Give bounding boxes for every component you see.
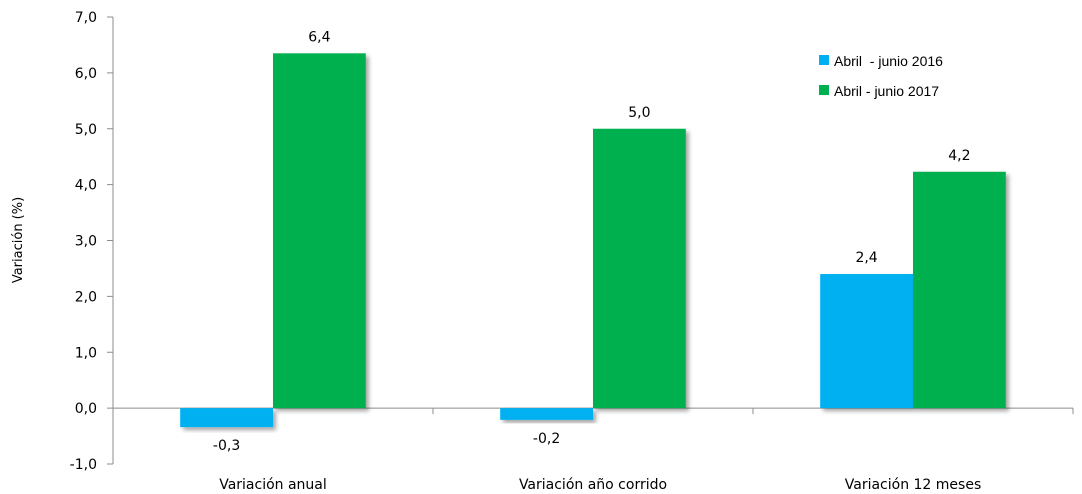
- bar: [180, 408, 273, 428]
- bar: [273, 53, 366, 409]
- x-tick-label: Variación año corrido: [519, 477, 667, 493]
- data-label: 5,0: [628, 105, 650, 121]
- data-label: 4,2: [948, 148, 970, 164]
- legend-label: Abril - junio 2016: [834, 53, 943, 69]
- legend-swatch: [819, 85, 829, 95]
- y-tick-label: 5,0: [75, 122, 97, 138]
- bar: [500, 408, 593, 420]
- y-tick-label: 4,0: [75, 178, 97, 194]
- y-tick-label: 2,0: [75, 289, 97, 305]
- legend-label: Abril - junio 2017: [834, 83, 939, 99]
- y-tick-label: -1,0: [70, 457, 97, 473]
- data-label: -0,3: [213, 438, 240, 454]
- data-label: 6,4: [308, 29, 330, 45]
- legend: Abril - junio 2016 Abril - junio 2017: [819, 53, 943, 99]
- y-tick-label: 0,0: [75, 401, 97, 417]
- bar: [593, 128, 686, 409]
- y-tick-label: 3,0: [75, 234, 97, 250]
- y-axis-label: Variación (%): [11, 197, 26, 283]
- y-tick-label: 6,0: [75, 66, 97, 82]
- y-tick-label: 1,0: [75, 345, 97, 361]
- legend-swatch: [819, 55, 829, 65]
- x-tick-label: Variación anual: [219, 477, 327, 493]
- data-label: -0,2: [533, 431, 560, 447]
- data-label: 2,4: [855, 250, 877, 266]
- bar: [913, 171, 1006, 409]
- x-tick-label: Variación 12 meses: [845, 477, 982, 493]
- bar: [820, 274, 913, 409]
- y-tick-label: 7,0: [75, 10, 97, 26]
